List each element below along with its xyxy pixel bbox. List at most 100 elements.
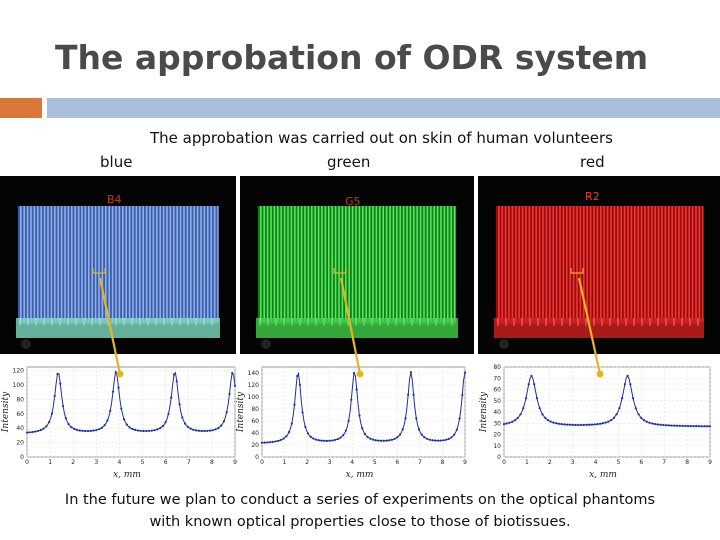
- photo-marker: [570, 268, 584, 274]
- x-tick-label: 1: [48, 459, 52, 466]
- arrow-head: [356, 370, 364, 378]
- x-tick-label: 7: [662, 459, 666, 466]
- photo-illuminated-area: [496, 206, 702, 324]
- photo-ruler-band: [494, 318, 704, 338]
- x-tick-label: 2: [71, 459, 75, 466]
- y-tick-label: 40: [251, 430, 259, 437]
- y-tick-label: 0: [20, 454, 24, 461]
- y-tick-label: 30: [493, 420, 501, 427]
- x-tick-label: 9: [463, 459, 467, 466]
- photo-knob: [21, 339, 31, 349]
- y-tick-label: 50: [493, 398, 501, 405]
- photo-label: R2: [585, 190, 600, 203]
- x-tick-label: 2: [548, 459, 552, 466]
- slide-title: The approbation of ODR system: [55, 38, 649, 77]
- connector-arrow: [98, 277, 122, 375]
- x-tick-label: 1: [525, 459, 529, 466]
- intensity-points: [25, 371, 237, 434]
- intensity-points: [260, 371, 467, 444]
- x-tick-label: 9: [233, 459, 237, 466]
- plot-frame: [503, 366, 711, 458]
- y-tick-label: 80: [251, 406, 259, 413]
- panel-green: G5 0 20 40 60 80 100 120 140 0 1 2 3 4 5 6 7 8 9 x, mm Inten…: [236, 176, 474, 480]
- y-tick-label: 80: [16, 396, 24, 403]
- x-tick-label: 8: [210, 459, 214, 466]
- photo-stripes: [20, 206, 219, 322]
- x-tick-label: 7: [187, 459, 191, 466]
- x-tick-label: 4: [594, 459, 598, 466]
- y-axis-label: Intensity: [479, 391, 489, 433]
- x-tick-label: 1: [283, 459, 287, 466]
- connector-arrow: [577, 277, 602, 375]
- y-tick-label: 60: [493, 387, 501, 394]
- y-tick-label: 0: [255, 454, 259, 461]
- y-tick-label: 20: [16, 440, 24, 447]
- y-axis-label: Intensity: [1, 391, 11, 433]
- photo-stripes: [498, 206, 704, 322]
- x-tick-label: 9: [708, 459, 712, 466]
- y-tick-label: 10: [493, 443, 501, 450]
- connector-arrow: [339, 277, 362, 375]
- panel-red: R2 0 10 20 30 40 50 60 70 80 0 1 2 3 4 5 6 7 8 9 x, mm Intens…: [478, 176, 720, 480]
- photo-ruler-band: [256, 318, 458, 338]
- x-tick-label: 3: [94, 459, 98, 466]
- y-axis-label: Intensity: [236, 391, 246, 433]
- x-tick-label: 6: [164, 459, 168, 466]
- y-tick-label: 60: [251, 418, 259, 425]
- intensity-line: [261, 371, 466, 444]
- y-tick-label: 120: [13, 368, 25, 375]
- x-tick-label: 5: [373, 459, 377, 466]
- y-tick-label: 120: [248, 382, 260, 389]
- x-tick-label: 7: [418, 459, 422, 466]
- y-tick-label: 40: [16, 425, 24, 432]
- photo-marker: [333, 268, 347, 274]
- photo-stripes: [260, 206, 456, 322]
- x-tick-label: 4: [118, 459, 122, 466]
- accent-bar-orange: [0, 98, 42, 118]
- x-tick-label: 6: [395, 459, 399, 466]
- photo-knob: [499, 339, 509, 349]
- x-tick-label: 8: [685, 459, 689, 466]
- intensity-points: [502, 374, 712, 428]
- y-tick-label: 100: [248, 394, 260, 401]
- x-tick-label: 3: [571, 459, 575, 466]
- photo-label: B4: [107, 193, 122, 206]
- x-tick-label: 8: [441, 459, 445, 466]
- arrow-head: [596, 370, 604, 378]
- x-tick-label: 5: [617, 459, 621, 466]
- y-tick-label: 140: [248, 370, 260, 377]
- y-tick-label: 20: [493, 432, 501, 439]
- y-tick-label: 100: [13, 382, 25, 389]
- plot-frame: [26, 366, 236, 458]
- x-tick-label: 0: [502, 459, 506, 466]
- y-tick-label: 70: [493, 375, 501, 382]
- x-tick-label: 0: [25, 459, 29, 466]
- plot-frame: [261, 366, 466, 458]
- x-tick-label: 5: [141, 459, 145, 466]
- panel-label-blue: blue: [100, 153, 133, 171]
- x-tick-label: 2: [305, 459, 309, 466]
- x-tick-label: 4: [350, 459, 354, 466]
- y-tick-label: 0: [497, 454, 501, 461]
- x-axis-label: x, mm: [113, 470, 141, 480]
- y-tick-label: 80: [493, 364, 501, 371]
- photo-label: G5: [345, 195, 361, 208]
- x-axis-label: x, mm: [346, 470, 374, 480]
- y-tick-label: 60: [16, 411, 24, 418]
- x-tick-label: 3: [328, 459, 332, 466]
- panel-label-green: green: [327, 153, 371, 171]
- panel-blue: B4 0 20 40 60 80 100 120 0 1 2 3 4 5 6 7 8 9 x, mm Intensit…: [0, 176, 237, 480]
- slide-subtitle: The approbation was carried out on skin …: [150, 129, 613, 147]
- slide-footer: In the future we plan to conduct a serie…: [64, 492, 656, 530]
- photo-ruler-band: [16, 318, 220, 338]
- x-axis-label: x, mm: [589, 470, 617, 480]
- photo-knob: [261, 339, 271, 349]
- accent-bar-blue: [47, 98, 720, 118]
- panel-label-red: red: [580, 153, 605, 171]
- intensity-line: [503, 374, 710, 427]
- intensity-line: [26, 370, 236, 434]
- photo-marker: [92, 268, 106, 274]
- y-tick-label: 20: [251, 442, 259, 449]
- x-tick-label: 6: [639, 459, 643, 466]
